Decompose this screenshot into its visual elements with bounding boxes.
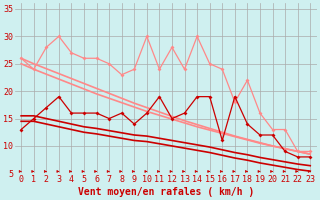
- X-axis label: Vent moyen/en rafales ( km/h ): Vent moyen/en rafales ( km/h ): [77, 187, 254, 197]
